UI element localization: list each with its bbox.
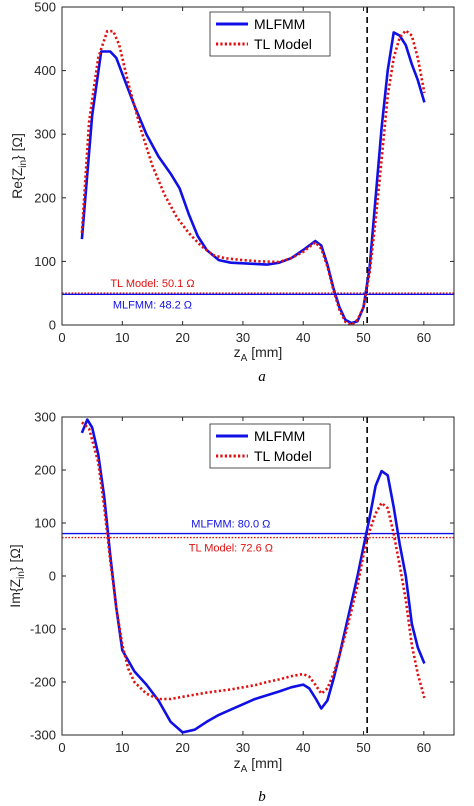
chart-b-hline-label-tl: TL Model: 72.6 Ω [189, 543, 273, 555]
chart-b-y-tick-label: 100 [34, 516, 56, 531]
chart-a-x-tick-label: 10 [115, 330, 129, 345]
chart-a-panel-label: a [258, 369, 266, 385]
chart-b-legend-box [209, 423, 331, 469]
chart-a-y-tick-label: 100 [34, 254, 56, 269]
chart-b-legend-mlfmm: MLFMM [254, 428, 305, 444]
chart-b-x-tick-label: 30 [236, 740, 250, 755]
chart-a-series-layer [62, 7, 454, 325]
chart-a-y-tick-label: 400 [34, 63, 56, 78]
chart-a-x-tick-label: 50 [356, 330, 370, 345]
chart-b-panel-label: b [258, 789, 266, 805]
chart-a-x-ticks: 0 10 20 30 40 50 60 [58, 7, 431, 345]
chart-b-y-axis-label: Im{Zin} [Ω] [7, 544, 27, 607]
chart-a-x-tick-label: 40 [296, 330, 310, 345]
chart-b-x-ticks: 0 10 20 30 40 50 60 [58, 417, 431, 755]
chart-a-x-axis-label: zA [mm] [234, 344, 283, 364]
chart-a-y-ticks: 0 100 200 300 400 500 [34, 0, 454, 333]
chart-a-legend-box [209, 11, 331, 57]
chart-b-series-tl [81, 421, 426, 701]
chart-b-legend-tl: TL Model [254, 448, 312, 464]
chart-a-x-tick-label: 60 [417, 330, 431, 345]
chart-a-series-tl [80, 29, 426, 325]
chart-a-axes-box [61, 6, 455, 326]
chart-b-y-tick-label: -300 [30, 728, 56, 743]
chart-a-y-tick-label: 200 [34, 190, 56, 205]
chart-a-legend-mlfmm: MLFMM [254, 16, 305, 32]
chart-b-x-tick-label: 60 [417, 740, 431, 755]
chart-a-legend: MLFMM TL Model [209, 11, 331, 57]
chart-b-x-tick-label: 40 [296, 740, 310, 755]
chart-b: 0 10 20 30 40 50 60 -300 -200 -100 0 100 200 300 MLF… [7, 410, 455, 805]
chart-a-x-tick-label: 30 [236, 330, 250, 345]
chart-a-y-tick-label: 300 [34, 127, 56, 142]
chart-b-plot-area [62, 417, 454, 735]
chart-b-y-tick-label: 200 [34, 463, 56, 478]
chart-b-x-axis-label: zA [mm] [234, 755, 283, 775]
chart-b-y-tick-label: 0 [49, 569, 56, 584]
chart-b-series-mlfmm [80, 418, 426, 734]
chart-a-y-tick-label: 500 [34, 0, 56, 15]
chart-b-x-tick-label: 0 [58, 740, 65, 755]
chart-a-hline-label-mlfmm: MLFMM: 48.2 Ω [113, 299, 192, 311]
chart-b-hline-label-mlfmm: MLFMM: 80.0 Ω [191, 519, 270, 531]
chart-a-x-tick-label: 20 [175, 330, 189, 345]
chart-b-y-ticks: -300 -200 -100 0 100 200 300 [30, 410, 454, 743]
chart-b-x-tick-label: 50 [356, 740, 370, 755]
chart-a-y-tick-label: 0 [49, 318, 56, 333]
chart-a: 0 10 20 30 40 50 60 0 100 200 300 400 500 MLFMM TL … [9, 0, 455, 385]
chart-b-y-tick-label: -100 [30, 622, 56, 637]
chart-a-hline-label-tl: TL Model: 50.1 Ω [110, 278, 194, 290]
chart-b-x-tick-label: 10 [115, 740, 129, 755]
chart-b-x-tick-label: 20 [175, 740, 189, 755]
chart-a-y-axis-label: Re{Zin} [Ω] [9, 133, 29, 199]
chart-b-series-layer [62, 417, 454, 735]
chart-b-legend: MLFMM TL Model [209, 423, 331, 469]
chart-a-legend-tl: TL Model [254, 36, 312, 52]
chart-b-y-tick-label: 300 [34, 410, 56, 425]
chart-b-y-tick-label: -200 [30, 675, 56, 690]
chart-a-x-tick-label: 0 [58, 330, 65, 345]
chart-b-axes-box [61, 416, 455, 736]
